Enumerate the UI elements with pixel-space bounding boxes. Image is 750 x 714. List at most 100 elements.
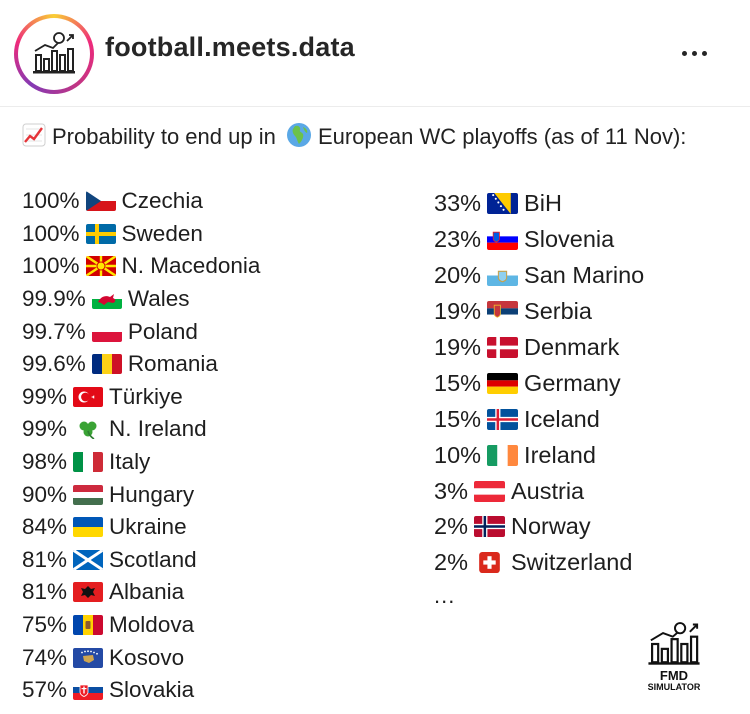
flag-is-icon: [487, 408, 519, 430]
list-item-denmark: 19% Denmark: [434, 330, 644, 366]
more-options-button[interactable]: [682, 38, 722, 68]
probability-value: 100%: [22, 220, 80, 246]
flag-at-icon: [473, 480, 505, 502]
list-item-albania: 81% Albania: [22, 576, 260, 609]
probability-value: 99.9%: [22, 286, 86, 312]
list-item-switzerland: 2% Switzerland: [434, 545, 644, 581]
country-name: Moldova: [109, 612, 195, 638]
probability-value: 100%: [22, 253, 80, 279]
flag-no-icon: [473, 516, 505, 538]
flag-rs-icon: [487, 301, 519, 323]
list-ellipsis: ...: [434, 582, 456, 608]
chart-increasing-icon: [22, 123, 46, 153]
country-name: Albania: [109, 579, 185, 605]
list-item-san-marino: 20% San Marino: [434, 258, 644, 294]
flag-sk-icon: [73, 680, 104, 701]
flag-de-icon: [487, 372, 519, 394]
country-name: BiH: [524, 190, 562, 217]
flag-se-icon: [85, 223, 116, 244]
flag-ua-icon: [73, 517, 104, 538]
flag-it-icon: [73, 452, 104, 473]
country-name: Scotland: [109, 546, 197, 572]
country-name: N. Ireland: [109, 416, 207, 442]
probability-value: 19%: [434, 334, 482, 360]
list-item-poland: 99.7% Poland: [22, 315, 260, 348]
list-item-norway: 2% Norway: [434, 509, 644, 545]
post-caption: Probability to end up in European WC pla…: [22, 122, 686, 154]
country-name: Denmark: [524, 334, 620, 360]
country-name: N. Macedonia: [121, 253, 261, 279]
country-name: Türkiye: [109, 383, 183, 409]
probability-value: 90%: [22, 481, 68, 507]
probability-list-left: 100% Czechia 100% Sweden 100% N. Macedonia 99.…: [22, 185, 260, 707]
caption-text: Probability to end up in: [52, 124, 276, 149]
country-name: Czechia: [121, 188, 203, 214]
country-name: Slovakia: [109, 677, 195, 703]
probability-value: 3%: [434, 477, 468, 504]
country-name: San Marino: [524, 262, 645, 289]
flag-dk-icon: [487, 337, 519, 358]
probability-value: 23%: [434, 226, 482, 253]
flag-cz-icon: [85, 191, 116, 212]
flag-ba-icon: [487, 193, 519, 215]
list-item-t-rkiye: 99% Türkiye: [22, 381, 260, 414]
list-item-romania: 99.6% Romania: [22, 348, 260, 381]
profile-avatar[interactable]: [14, 14, 94, 94]
flag-scotland-icon: [73, 549, 104, 570]
flag-si-icon: [487, 229, 519, 251]
watermark-title: FMD: [659, 668, 689, 683]
country-name: Italy: [109, 449, 151, 475]
probability-value: 15%: [434, 369, 482, 396]
globe-europe-africa-icon: [286, 122, 312, 154]
list-item-slovenia: 23% Slovenia: [434, 222, 644, 258]
flag-mk-icon: [85, 256, 116, 277]
bar-chart-ball-icon: [33, 32, 75, 74]
probability-value: 99.7%: [22, 318, 86, 344]
list-item-bih: 33% BiH: [434, 186, 644, 222]
post-header: football.meets.data: [0, 0, 750, 107]
probability-value: 99%: [22, 383, 68, 409]
flag-sm-icon: [487, 265, 519, 287]
account-username[interactable]: football.meets.data: [105, 32, 355, 62]
more-horizontal-icon: [682, 50, 687, 56]
list-item-ireland: 10% Ireland: [434, 437, 644, 473]
list-item-n-ireland: 99% N. Ireland: [22, 413, 260, 446]
country-name: Romania: [127, 351, 218, 377]
probability-value: 74%: [22, 644, 68, 670]
fmd-simulator-logo: FMD SIMULATOR: [642, 622, 706, 692]
list-item-slovakia: 57% Slovakia: [22, 674, 260, 707]
country-name: Ukraine: [109, 514, 187, 540]
probability-value: 10%: [434, 441, 482, 468]
list-item-scotland: 81% Scotland: [22, 544, 260, 577]
flag-ch-icon: [473, 552, 505, 574]
probability-value: 99.6%: [22, 351, 86, 377]
probability-value: 100%: [22, 188, 80, 214]
list-item-iceland: 15% Iceland: [434, 401, 644, 437]
list-item-kosovo: 74% Kosovo: [22, 641, 260, 674]
country-name: Ireland: [524, 441, 596, 468]
list-item-wales: 99.9% Wales: [22, 283, 260, 316]
country-name: Hungary: [109, 481, 195, 507]
probability-value: 98%: [22, 449, 68, 475]
probability-value: 57%: [22, 677, 68, 703]
country-name: Iceland: [524, 405, 600, 432]
flag-md-icon: [73, 615, 104, 636]
country-name: Slovenia: [524, 226, 615, 253]
flag-al-icon: [73, 582, 104, 603]
country-name: Germany: [524, 369, 621, 396]
flag-wales-icon: [91, 289, 122, 310]
list-item-serbia: 19% Serbia: [434, 294, 644, 330]
country-name: Switzerland: [510, 549, 633, 576]
country-name: Wales: [127, 286, 190, 312]
probability-value: 81%: [22, 579, 68, 605]
probability-value: 20%: [434, 262, 482, 289]
country-name: Poland: [127, 318, 198, 344]
list-item-italy: 98% Italy: [22, 446, 260, 479]
flag-ie-icon: [487, 444, 519, 466]
probability-value: 84%: [22, 514, 68, 540]
watermark-subtitle: SIMULATOR: [647, 682, 701, 692]
flag-pl-icon: [91, 321, 122, 342]
probability-value: 75%: [22, 612, 68, 638]
caption-highlight: European WC playoffs (as of 11 Nov):: [317, 124, 687, 149]
list-item-germany: 15% Germany: [434, 365, 644, 401]
